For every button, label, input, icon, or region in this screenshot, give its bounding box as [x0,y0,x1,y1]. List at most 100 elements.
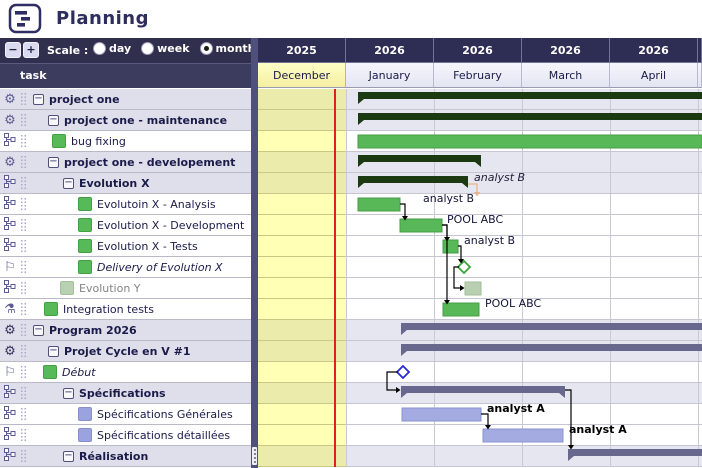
current-month-highlight [258,404,346,425]
scale-radio-week[interactable]: week [141,42,190,55]
drag-handle[interactable] [20,239,27,253]
task-row[interactable]: ⚐ Début [0,362,251,383]
drag-handle[interactable] [20,155,27,169]
radio-label[interactable]: week [157,42,190,55]
connector-arrowhead [396,387,401,393]
gantt-row [258,236,702,257]
task-row[interactable]: ⚙ − Projet Cycle en V #1 [0,341,251,362]
task-row[interactable]: bug fixing [0,131,251,152]
scale-radio-day[interactable]: day [93,42,131,55]
collapse-toggle[interactable]: − [63,449,74,462]
gantt-bar-summary[interactable] [401,344,702,351]
drag-handle[interactable] [20,113,27,127]
drag-handle[interactable] [20,449,27,463]
radio-circle-icon[interactable] [93,42,106,55]
collapse-toggle[interactable]: − [48,155,59,168]
gantt-row [258,425,702,446]
gantt-bar-summary[interactable] [401,386,565,393]
drag-handle[interactable] [20,323,27,337]
task-color-swatch [78,197,92,211]
gantt-row [258,257,702,278]
gantt-bar-summary[interactable] [358,155,481,162]
task-color-swatch [78,428,92,442]
drag-handle[interactable] [20,218,27,232]
gantt-bar-task[interactable] [442,302,480,317]
task-color-swatch [60,281,74,295]
task-color-swatch [78,218,92,232]
drag-handle[interactable] [20,134,27,148]
app-header: Planning [0,0,702,38]
drag-handle[interactable] [20,197,27,211]
panel-splitter[interactable] [251,38,258,468]
drag-handle[interactable] [20,344,27,358]
task-row[interactable]: ⚙ − project one - maintenance [0,110,251,131]
gantt-bar-task[interactable] [401,407,482,422]
task-row[interactable]: − Spécifications [0,383,251,404]
gantt-milestone[interactable] [456,259,472,275]
scale-label: Scale : [47,44,89,57]
drag-handle[interactable] [20,386,27,400]
gantt-milestone[interactable] [395,364,411,380]
radio-circle-icon[interactable] [199,42,213,55]
gantt-bar-task[interactable] [442,239,459,254]
drag-handle[interactable] [20,428,27,442]
task-row[interactable]: − Evolution X [0,173,251,194]
task-row[interactable]: ⚙ − project one [0,89,251,110]
gantt-bar-task[interactable] [357,197,401,212]
task-row[interactable]: − Réalisation [0,446,251,467]
collapse-toggle[interactable]: − [48,113,59,126]
collapse-toggle[interactable]: − [33,323,44,336]
month-gridline [346,89,347,467]
task-row[interactable]: Spécifications Générales [0,404,251,425]
current-month-highlight [258,89,346,110]
drag-handle[interactable] [20,302,27,316]
gantt-bar-summary[interactable] [358,176,468,183]
task-row[interactable]: Spécifications détaillées [0,425,251,446]
gantt-row [258,362,702,383]
task-row[interactable]: ⚗ Integration tests [0,299,251,320]
collapse-toggle[interactable]: − [33,92,44,105]
drag-handle[interactable] [20,281,27,295]
gantt-bar-task[interactable] [399,218,443,233]
splitter-drag-handle[interactable] [252,447,257,465]
hierarchy-icon [0,427,20,443]
gantt-bar-task[interactable] [482,428,564,443]
gantt-bar-summary[interactable] [358,113,702,120]
drag-handle[interactable] [20,176,27,190]
task-row[interactable]: Evolution X - Development [0,215,251,236]
current-month-highlight [258,257,346,278]
collapse-toggle[interactable]: − [48,344,59,357]
task-label: bug fixing [71,134,126,148]
zoom-out-button[interactable]: − [5,42,21,58]
task-row[interactable]: ⚙ − Program 2026 [0,320,251,341]
task-row[interactable]: Evolutoin X - Analysis [0,194,251,215]
zoom-in-button[interactable]: + [23,42,39,58]
gantt-bar-summary[interactable] [401,323,702,330]
task-row[interactable]: Evolution X - Tests [0,236,251,257]
month-cell: March [522,63,610,88]
scale-radio-month[interactable]: month [199,42,256,55]
task-color-swatch [78,407,92,421]
task-row[interactable]: ⚙ − project one - developement [0,152,251,173]
gantt-bar-summary[interactable] [358,92,702,99]
gantt-bar-task[interactable] [464,281,482,296]
gantt-bar-summary[interactable] [568,449,702,456]
gantt-row [258,299,702,320]
month-gridline [698,89,699,467]
task-row[interactable]: Evolution Y [0,278,251,299]
radio-label[interactable]: day [109,42,132,55]
task-label: project one - developement [64,155,236,169]
hierarchy-icon [0,406,20,422]
current-month-highlight [258,446,346,467]
radio-label[interactable]: month [215,42,256,55]
radio-circle-icon[interactable] [141,42,155,55]
year-cell: 2026 [522,38,610,63]
drag-handle[interactable] [20,92,27,106]
task-row[interactable]: ⚐ Delivery of Evolution X [0,257,251,278]
drag-handle[interactable] [20,260,27,274]
collapse-toggle[interactable]: − [63,176,74,189]
drag-handle[interactable] [20,365,27,379]
gantt-bar-task[interactable] [357,134,702,149]
collapse-toggle[interactable]: − [63,386,74,399]
drag-handle[interactable] [20,407,27,421]
